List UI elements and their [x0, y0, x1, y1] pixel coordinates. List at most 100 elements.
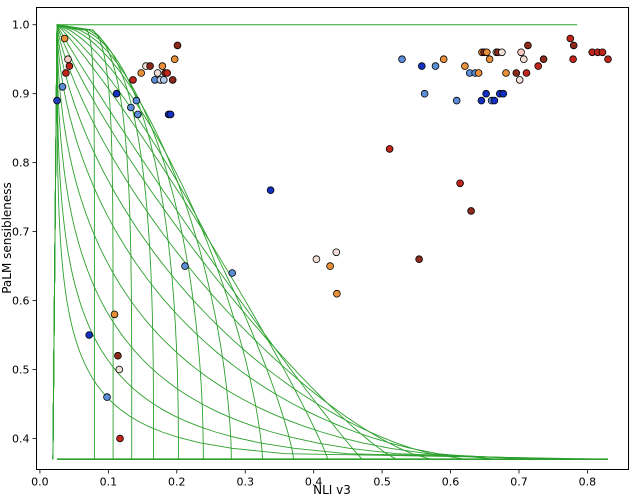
frontier-curves — [52, 23, 609, 460]
frontier-curve — [52, 24, 263, 460]
frontier-curve — [52, 24, 397, 460]
data-point — [166, 110, 175, 119]
frontier-curve — [52, 24, 528, 460]
data-point — [62, 69, 70, 77]
data-point — [168, 76, 177, 84]
y-tick-label: 0.5 — [12, 364, 30, 377]
frontier-curve — [52, 24, 95, 460]
frontier-curve — [52, 24, 556, 460]
data-point — [512, 69, 521, 77]
data-point — [53, 96, 61, 105]
data-point — [519, 55, 528, 63]
data-point — [181, 262, 189, 270]
data-point — [474, 69, 483, 77]
data-point — [461, 62, 469, 70]
data-point — [266, 186, 275, 195]
data-point — [60, 34, 69, 43]
data-point — [132, 96, 141, 105]
data-point — [114, 351, 122, 360]
frontier-curve — [52, 24, 114, 460]
data-point — [482, 48, 491, 57]
data-point — [160, 76, 168, 84]
frontier-curve — [52, 24, 154, 460]
data-point — [228, 269, 237, 277]
x-tick-label: 0.7 — [510, 476, 528, 489]
data-point — [398, 55, 406, 63]
frontier-curve — [52, 24, 179, 460]
data-point — [312, 255, 321, 264]
data-point — [517, 48, 525, 57]
y-axis-ticks: 0.4 0.5 0.6 0.7 0.8 0.9 1.0 — [12, 19, 37, 445]
data-point — [103, 393, 111, 401]
y-tick-label: 0.7 — [12, 226, 30, 239]
data-point — [85, 331, 93, 339]
data-point — [127, 103, 135, 112]
y-tick-label: 0.6 — [12, 295, 30, 308]
y-tick-label: 0.4 — [12, 432, 30, 445]
data-point — [569, 41, 578, 50]
data-point — [566, 34, 575, 43]
x-tick-label: 0.2 — [168, 476, 186, 489]
data-point — [522, 69, 531, 77]
x-axis-ticks: 0.0 0.1 0.2 0.3 0.4 0.5 0.6 0.7 0.8 — [31, 469, 597, 489]
data-point — [598, 48, 607, 57]
data-point — [439, 55, 448, 63]
data-point — [431, 62, 440, 70]
x-tick-label: 0.8 — [579, 476, 597, 489]
data-point — [515, 76, 524, 84]
data-point — [170, 55, 179, 63]
data-point — [456, 179, 464, 188]
frontier-curve — [52, 23, 295, 460]
frontier-curve — [52, 24, 465, 460]
data-point — [502, 69, 510, 77]
y-tick-label: 1.0 — [12, 19, 30, 32]
data-point — [490, 96, 499, 105]
frontier-curve — [52, 24, 363, 460]
axes-frame — [36, 7, 629, 470]
frontier-curve — [52, 24, 431, 460]
frontier-curve — [52, 24, 232, 460]
data-point — [452, 96, 461, 105]
data-point — [385, 145, 394, 153]
data-point — [163, 69, 172, 77]
frontier-curve — [52, 24, 496, 460]
data-point — [569, 55, 577, 63]
data-point — [137, 69, 146, 77]
data-point — [420, 89, 429, 98]
data-point — [116, 434, 124, 443]
frontier-curve — [52, 23, 329, 460]
data-point — [129, 76, 137, 84]
y-axis-label: PaLM sensibleness — [0, 182, 14, 294]
x-tick-label: 0.4 — [305, 476, 323, 489]
data-point — [332, 248, 341, 257]
data-point — [110, 310, 119, 319]
data-points — [53, 34, 612, 443]
data-point — [64, 55, 72, 63]
x-tick-label: 0.5 — [373, 476, 391, 489]
data-point — [65, 62, 74, 70]
data-point — [604, 55, 612, 63]
data-point — [153, 69, 162, 77]
data-point — [499, 89, 508, 98]
frontier-curve — [52, 24, 609, 460]
data-point — [158, 62, 167, 70]
x-tick-label: 0.0 — [31, 476, 49, 489]
data-point — [115, 365, 124, 374]
data-point — [58, 83, 67, 91]
data-point — [524, 41, 532, 50]
data-point — [482, 89, 490, 98]
data-point — [477, 96, 486, 105]
data-point — [539, 55, 548, 63]
x-tick-label: 0.3 — [236, 476, 254, 489]
y-tick-label: 0.9 — [12, 88, 30, 101]
data-point — [134, 110, 142, 119]
data-point — [417, 62, 426, 70]
y-tick-label: 0.8 — [12, 157, 30, 170]
data-point — [467, 207, 475, 215]
x-axis-label: NLI v3 — [313, 483, 351, 497]
data-point — [415, 255, 423, 264]
x-tick-label: 0.6 — [442, 476, 460, 489]
data-point — [534, 62, 542, 70]
frontier-curve — [52, 24, 204, 460]
